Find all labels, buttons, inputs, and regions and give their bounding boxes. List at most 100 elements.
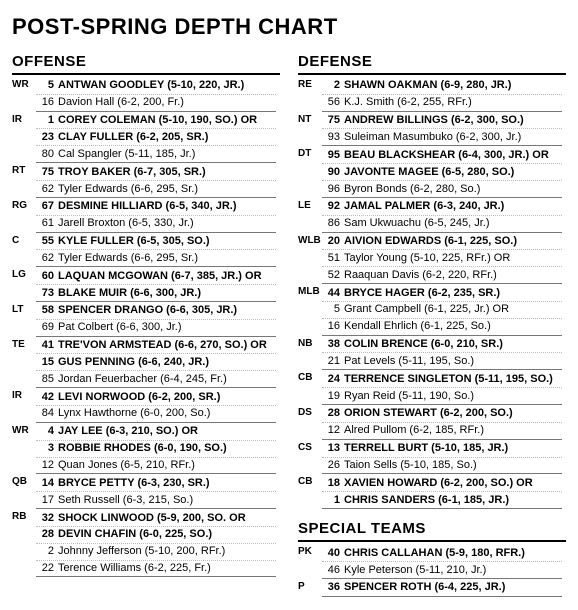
player-number: 17 xyxy=(36,493,54,508)
player-row: 62Tyler Edwards (6-6, 295, Sr.) xyxy=(36,181,276,198)
player-row: 5Grant Campbell (6-1, 225, Jr.) OR xyxy=(322,302,562,319)
position-label: NT xyxy=(298,113,322,127)
player-number: 42 xyxy=(36,390,54,405)
player-name: Tyler Edwards (6-6, 295, Sr.) xyxy=(58,251,276,266)
position-label: WLB xyxy=(298,234,322,248)
player-row: 73BLAKE MUIR (6-6, 300, JR.) xyxy=(36,285,276,302)
section-offense-title: OFFENSE xyxy=(12,52,280,75)
player-row: 84Lynx Hawthorne (6-0, 200, So.) xyxy=(36,406,276,423)
player-name: JAY LEE (6-3, 210, SO.) OR xyxy=(58,424,276,439)
player-name: Alred Pullom (6-2, 185, RFr.) xyxy=(344,423,562,438)
player-number: 16 xyxy=(322,319,340,334)
player-name: Pat Colbert (6-6, 300, Jr.) xyxy=(58,320,276,335)
position-label: RE xyxy=(298,78,322,92)
player-number: 55 xyxy=(36,234,54,249)
player-number: 86 xyxy=(322,216,340,231)
player-number: 85 xyxy=(36,372,54,387)
columns: OFFENSE WR5ANTWAN GOODLEY (5-10, 220, JR… xyxy=(12,48,566,598)
player-row: 96Byron Bonds (6-2, 280, So.) xyxy=(322,181,562,198)
player-name: Cal Spangler (5-11, 185, Jr.) xyxy=(58,147,276,162)
player-name: Sam Ukwuachu (6-5, 245, Jr.) xyxy=(344,216,562,231)
position-group: CS13TERRELL BURT (5-10, 185, JR.)26Taion… xyxy=(298,441,566,475)
position-label: RG xyxy=(12,199,36,213)
player-name: AIVION EDWARDS (6-1, 225, SO.) xyxy=(344,234,562,249)
player-number: 75 xyxy=(322,113,340,128)
player-name: Seth Russell (6-3, 215, So.) xyxy=(58,493,276,508)
player-name: Davion Hall (6-2, 200, Fr.) xyxy=(58,95,276,110)
position-group: PK40CHRIS CALLAHAN (5-9, 180, RFR.)46Kyl… xyxy=(298,545,566,579)
player-number: 12 xyxy=(322,423,340,438)
player-number: 62 xyxy=(36,251,54,266)
player-number: 56 xyxy=(322,95,340,110)
position-label: WR xyxy=(12,78,36,92)
position-group: RB32SHOCK LINWOOD (5-9, 200, SO. OR28DEV… xyxy=(12,510,280,577)
player-number: 58 xyxy=(36,303,54,318)
player-number: 38 xyxy=(322,337,340,352)
player-number: 18 xyxy=(322,476,340,491)
section-defense-title: DEFENSE xyxy=(298,52,566,75)
position-label: WR xyxy=(12,424,36,438)
player-name: Raaquan Davis (6-2, 220, RFr.) xyxy=(344,268,562,283)
player-row: 44BRYCE HAGER (6-2, 235, SR.) xyxy=(322,285,562,302)
player-name: ANTWAN GOODLEY (5-10, 220, JR.) xyxy=(58,78,276,93)
player-row: 86 Sam Ukwuachu (6-5, 245, Jr.) xyxy=(322,216,562,233)
position-label: LE xyxy=(298,199,322,213)
player-number: 41 xyxy=(36,338,54,353)
position-group: NT75ANDREW BILLINGS (6-2, 300, SO.)93Sul… xyxy=(298,113,566,147)
player-number: 69 xyxy=(36,320,54,335)
player-row: 38 COLIN BRENCE (6-0, 210, SR.) xyxy=(322,337,562,354)
player-number: 3 xyxy=(36,441,54,456)
player-number: 51 xyxy=(322,251,340,266)
player-row: 12Quan Jones (6-5, 210, RFr.) xyxy=(36,458,276,475)
player-number: 67 xyxy=(36,199,54,214)
player-number: 23 xyxy=(36,130,54,145)
position-label: CB xyxy=(298,371,322,385)
player-name: SPENCER DRANGO (6-6, 305, JR.) xyxy=(58,303,276,318)
player-row: 52Raaquan Davis (6-2, 220, RFr.) xyxy=(322,267,562,284)
player-name: Jordan Feuerbacher (6-4, 245, Fr.) xyxy=(58,372,276,387)
player-number: 84 xyxy=(36,406,54,421)
position-group: DS28ORION STEWART (6-2, 200, SO.)12Alred… xyxy=(298,406,566,440)
position-group: CB18XAVIEN HOWARD (6-2, 200, SO.) OR1CHR… xyxy=(298,475,566,509)
player-number: 20 xyxy=(322,234,340,249)
position-label: C xyxy=(12,234,36,248)
player-row: 32SHOCK LINWOOD (5-9, 200, SO. OR xyxy=(36,510,276,527)
player-name: ORION STEWART (6-2, 200, SO.) xyxy=(344,406,562,421)
players-block: 32SHOCK LINWOOD (5-9, 200, SO. OR28DEVIN… xyxy=(36,510,276,577)
player-name: LAQUAN MCGOWAN (6-7, 385, JR.) OR xyxy=(58,269,276,284)
player-name: CLAY FULLER (6-2, 205, SR.) xyxy=(58,130,276,145)
position-group: WR4JAY LEE (6-3, 210, SO.) OR3ROBBIE RHO… xyxy=(12,424,280,475)
player-row: 20 AIVION EDWARDS (6-1, 225, SO.) xyxy=(322,234,562,251)
player-row: 2SHAWN OAKMAN (6-9, 280, JR.) xyxy=(322,78,562,95)
player-number: 13 xyxy=(322,441,340,456)
player-name: Johnny Jefferson (5-10, 200, RFr.) xyxy=(58,544,276,559)
player-row: 60LAQUAN MCGOWAN (6-7, 385, JR.) OR xyxy=(36,268,276,285)
position-group: RE2SHAWN OAKMAN (6-9, 280, JR.)56K.J. Sm… xyxy=(298,78,566,112)
player-row: 13TERRELL BURT (5-10, 185, JR.) xyxy=(322,441,562,458)
players-block: 24TERRENCE SINGLETON (5-11, 195, SO.)19R… xyxy=(322,371,562,405)
player-name: COLIN BRENCE (6-0, 210, SR.) xyxy=(344,337,562,352)
offense-positions: WR5ANTWAN GOODLEY (5-10, 220, JR.)16Davi… xyxy=(12,78,280,577)
position-group: WR5ANTWAN GOODLEY (5-10, 220, JR.)16Davi… xyxy=(12,78,280,112)
player-row: 4JAY LEE (6-3, 210, SO.) OR xyxy=(36,424,276,441)
player-name: BEAU BLACKSHEAR (6-4, 300, JR.) OR xyxy=(344,148,562,163)
players-block: 13TERRELL BURT (5-10, 185, JR.)26Taion S… xyxy=(322,441,562,475)
player-number: 44 xyxy=(322,286,340,301)
player-name: SHOCK LINWOOD (5-9, 200, SO. OR xyxy=(58,511,276,526)
player-number: 75 xyxy=(36,165,54,180)
player-row: 16Kendall Ehrlich (6-1, 225, So.) xyxy=(322,319,562,336)
players-block: 44BRYCE HAGER (6-2, 235, SR.)5Grant Camp… xyxy=(322,285,562,336)
player-number: 46 xyxy=(322,563,340,578)
player-number: 2 xyxy=(36,544,54,559)
player-number: 92 xyxy=(322,199,340,214)
position-label: IR xyxy=(12,113,36,127)
player-number: 15 xyxy=(36,355,54,370)
player-number: 12 xyxy=(36,458,54,473)
right-column: DEFENSE RE2SHAWN OAKMAN (6-9, 280, JR.)5… xyxy=(298,48,566,598)
player-row: 22Terence Williams (6-2, 225, Fr.) xyxy=(36,561,276,578)
position-group: MLB44BRYCE HAGER (6-2, 235, SR.)5Grant C… xyxy=(298,285,566,336)
player-row: 26Taion Sells (5-10, 185, So.) xyxy=(322,458,562,475)
players-block: 75TROY BAKER (6-7, 305, SR.)62Tyler Edwa… xyxy=(36,164,276,198)
player-row: 85 Jordan Feuerbacher (6-4, 245, Fr.) xyxy=(36,371,276,388)
player-number: 22 xyxy=(36,561,54,576)
